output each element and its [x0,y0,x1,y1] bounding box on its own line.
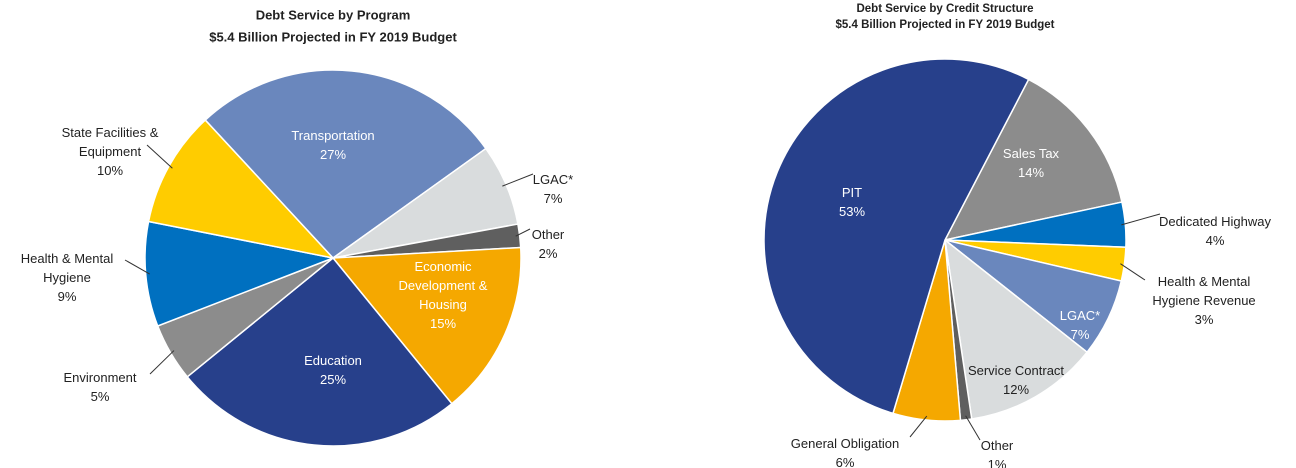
leader-line [146,144,173,169]
value-label: 53% [838,204,866,219]
slice-label: Economic Development & Housing 15% [388,260,498,330]
value-label: 1% [987,457,1007,468]
slice-label: Other 2% [523,209,573,279]
slice-label-box: LGAC* 7% [523,154,583,224]
pie-slice [331,246,522,405]
category-label: PIT [841,185,863,200]
chart-subtitle: $5.4 Billion Projected in FY 2019 Budget [836,19,1055,31]
slice-label: Transportation 27% [258,110,408,180]
slice-label: Health & Mental Hygiene 9% [7,242,127,312]
slice-label: Dedicated Highway 4% [1145,196,1285,266]
slice-label-box: Economic Development & Housing 15% [388,260,498,330]
leader-line [149,350,175,375]
category-label: Transportation [291,128,375,143]
category-label: Economic Development & Housing [398,260,488,312]
value-label: 6% [835,455,855,468]
category-label: LGAC* [532,172,574,187]
slice-label-box: Health & Mental Hygiene 9% [7,242,127,312]
pie-slice [144,220,336,327]
value-label: 5% [90,389,110,404]
category-label: LGAC* [1059,308,1101,323]
slice-label: LGAC* 7% [523,154,583,224]
category-label: Service Contract [967,363,1065,378]
pie-slice [763,58,1030,415]
value-label: 10% [96,162,124,178]
value-label: 27% [319,147,347,162]
pie-slice [943,78,1123,242]
leader-line [965,415,981,441]
slice-label-box: Environment 5% [50,352,150,422]
value-label: 12% [1002,382,1030,397]
slice-label-box: PIT 53% [812,167,892,237]
pie-slice [204,69,487,259]
leader-line [1121,213,1161,226]
value-label: 2% [538,246,558,261]
slice-label: Service Contract 12% [951,345,1081,415]
category-label: State Facilities & Equipment [61,124,159,159]
slice-label-box: State Facilities & Equipment 10% [45,116,175,186]
slice-label: Environment 5% [50,352,150,422]
chart-title: Debt Service by Program [256,7,411,22]
slice-label-box: Other 2% [523,209,573,279]
category-label: Environment [63,370,137,385]
chart-subtitle: $5.4 Billion Projected in FY 2019 Budget [209,29,457,44]
slice-label: Sales Tax 14% [981,128,1081,198]
slice-label-box: Service Contract 12% [951,345,1081,415]
slice-label: General Obligation 6% [775,418,915,468]
value-label: 25% [319,372,347,387]
slice-label-box: Sales Tax 14% [981,128,1081,198]
slice-label-box: Health & Mental Hygiene Revenue 3% [1139,265,1269,335]
category-label: Dedicated Highway [1158,214,1271,229]
value-label: 4% [1205,233,1225,248]
slice-label-box: General Obligation 6% [775,418,915,468]
leader-line [124,259,150,275]
slice-label: Other 1% [967,420,1027,468]
slice-label: Education 25% [278,335,388,405]
slice-label: Health & Mental Hygiene Revenue 3% [1139,265,1269,335]
value-label: 14% [1017,165,1045,180]
value-label: 7% [543,191,563,206]
pie-slice [186,256,453,447]
leader-line [515,228,531,237]
slice-label: State Facilities & Equipment 10% [45,116,175,186]
category-label: Other [531,227,565,242]
slice-label-box: Transportation 27% [258,110,408,180]
category-label: General Obligation [790,436,900,451]
leader-line [502,173,534,187]
value-label: 7% [1070,327,1090,342]
leader-line [1120,263,1146,281]
slice-label-box: LGAC* 7% [1050,290,1110,360]
slice-label: PIT 53% [812,167,892,237]
chart-title: Debt Service by Credit Structure [856,3,1033,15]
category-label: Sales Tax [1002,146,1060,161]
slice-label-box: Education 25% [278,335,388,405]
pie-slice [147,118,336,260]
value-label: 3% [1194,311,1214,327]
slice-label-box: Other 1% [967,420,1027,468]
category-label: Other [980,438,1014,453]
category-label: Health & Mental Hygiene [20,250,114,285]
slice-label: LGAC* 7% [1050,290,1110,360]
leader-line [909,415,928,438]
pie-slice [943,238,1089,420]
category-label: Health & Mental Hygiene Revenue [1152,273,1256,308]
value-label: 15% [429,316,457,330]
value-label: 9% [57,288,77,304]
slice-label-box: Dedicated Highway 4% [1145,196,1285,266]
category-label: Education [304,353,362,368]
